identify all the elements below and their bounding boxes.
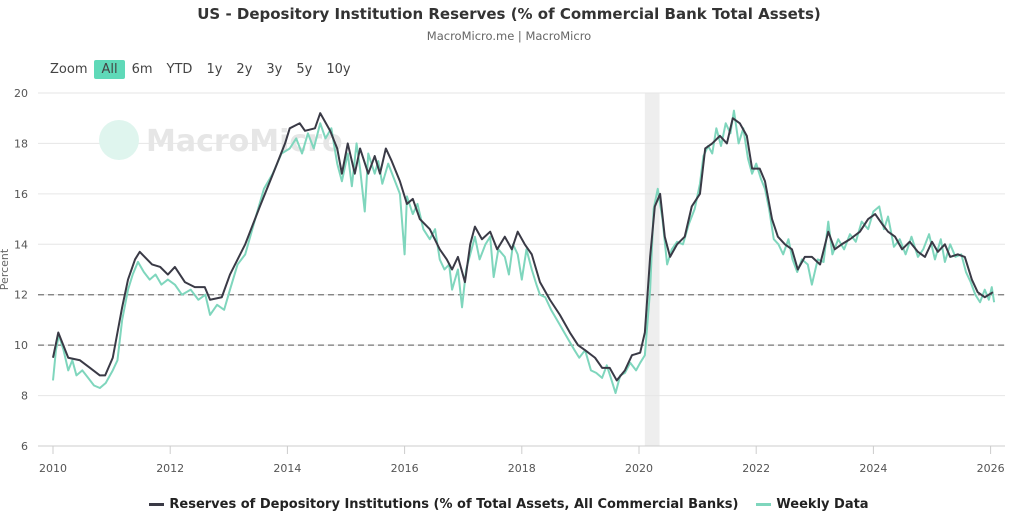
legend-item-main[interactable]: Reserves of Depository Institutions (% o… bbox=[149, 497, 738, 512]
zoom-label: Zoom bbox=[50, 62, 88, 77]
x-tick-label: 2024 bbox=[859, 462, 887, 475]
x-tick-label: 2018 bbox=[508, 462, 536, 475]
x-tick-label: 2012 bbox=[156, 462, 184, 475]
chart-subtitle: MacroMicro.me | MacroMicro bbox=[426, 29, 592, 43]
zoom-1y-button[interactable]: 1y bbox=[206, 62, 223, 77]
y-tick-label: 14 bbox=[14, 238, 28, 251]
series-line-reserves bbox=[52, 112, 994, 382]
watermark-logo-icon bbox=[99, 120, 139, 160]
x-tick-label: 2026 bbox=[977, 462, 1005, 475]
legend-item-weekly[interactable]: Weekly Data bbox=[756, 497, 869, 512]
y-tick-label: 18 bbox=[14, 137, 28, 150]
chart-title: US - Depository Institution Reserves (% … bbox=[197, 5, 821, 23]
zoom-6m-button[interactable]: 6m bbox=[131, 62, 153, 77]
zoom-2y-button[interactable]: 2y bbox=[236, 62, 253, 77]
legend-swatch-weekly bbox=[756, 503, 772, 506]
x-tick-label: 2016 bbox=[391, 462, 419, 475]
y-tick-label: 12 bbox=[14, 289, 28, 302]
y-axis-label: Percent bbox=[0, 248, 11, 290]
legend-label-main: Reserves of Depository Institutions (% o… bbox=[169, 497, 739, 512]
x-tick-label: 2014 bbox=[273, 462, 301, 475]
legend-label-weekly: Weekly Data bbox=[776, 497, 869, 512]
y-tick-label: 20 bbox=[14, 87, 28, 100]
y-tick-label: 8 bbox=[21, 390, 28, 403]
zoom-ytd-button[interactable]: YTD bbox=[166, 62, 193, 77]
zoom-all-button[interactable]: All bbox=[94, 60, 125, 79]
recession-shade bbox=[644, 93, 660, 446]
zoom-3y-button[interactable]: 3y bbox=[266, 62, 283, 77]
legend: Reserves of Depository Institutions (% o… bbox=[0, 497, 1018, 512]
x-tick-label: 2020 bbox=[625, 462, 653, 475]
zoom-10y-button[interactable]: 10y bbox=[326, 62, 351, 77]
y-tick-label: 16 bbox=[14, 188, 28, 201]
legend-swatch-main bbox=[149, 503, 165, 506]
x-tick-label: 2010 bbox=[39, 462, 67, 475]
series-line-weekly bbox=[52, 109, 996, 395]
y-tick-label: 10 bbox=[14, 339, 28, 352]
y-tick-label: 6 bbox=[21, 440, 28, 453]
zoom-5y-button[interactable]: 5y bbox=[296, 62, 313, 77]
x-tick-label: 2022 bbox=[742, 462, 770, 475]
zoom-controls: Zoom All 6m YTD 1y 2y 3y 5y 10y bbox=[43, 60, 358, 79]
